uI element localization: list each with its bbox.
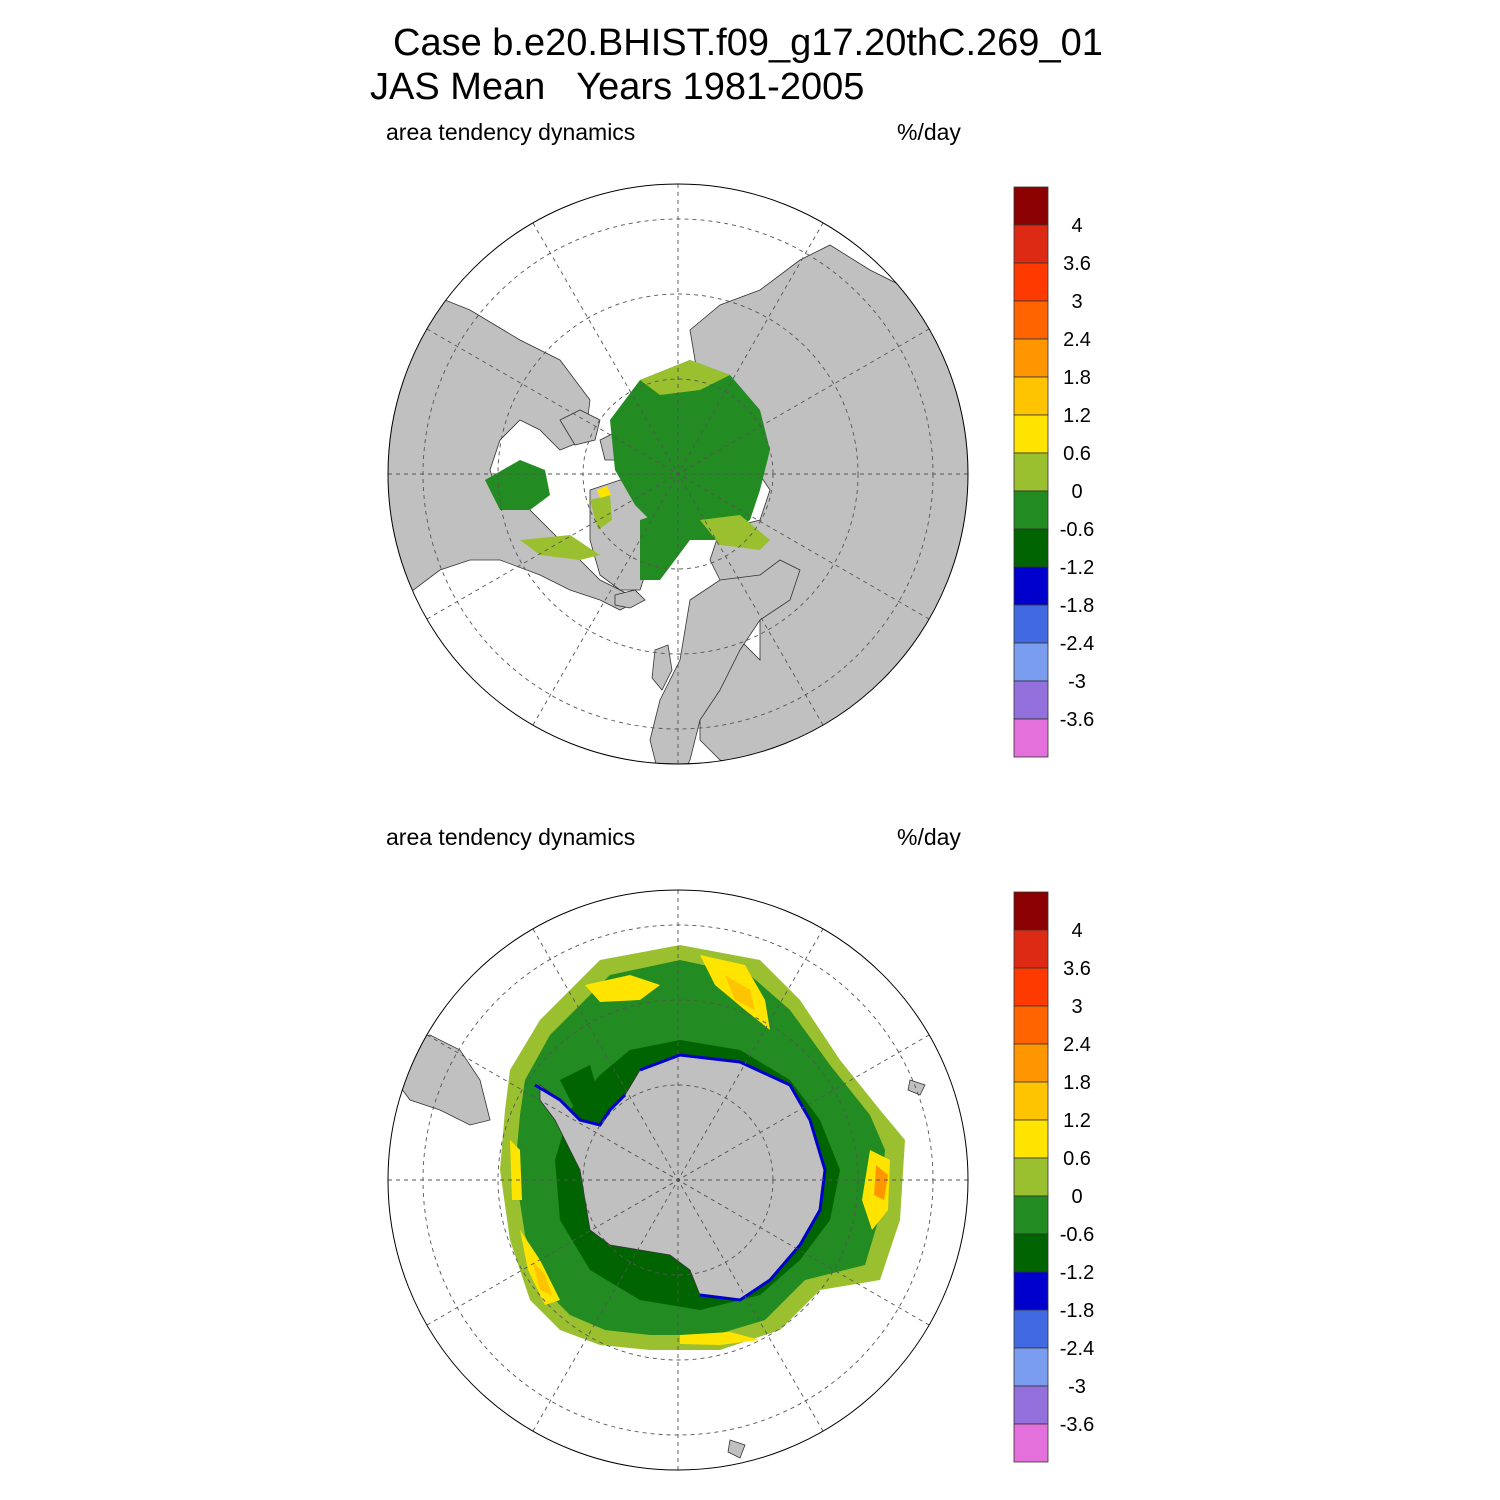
- figure-title-period: JAS Mean Years 1981-2005: [370, 66, 865, 108]
- north-colorbar: 4 3.6 3 2.4 1.8 1.2 0.6 0 -0.6 -1.2 -1.8 -2.4 -3 -3.6: [1013, 186, 1094, 758]
- north-colorbar-label: 1.8: [1063, 367, 1091, 389]
- south-coastal-negative-fringe: [639, 1053, 827, 1302]
- south-colorbar-swatch: [1013, 1043, 1049, 1083]
- north-colorbar-label: 4: [1071, 215, 1082, 237]
- south-variable-label: area tendency dynamics: [386, 824, 636, 850]
- south-polar-map: [387, 889, 969, 1471]
- north-colorbar-swatch: [1013, 414, 1049, 454]
- north-colorbar-swatch: [1013, 262, 1049, 302]
- south-colorbar-swatch: [1013, 1195, 1049, 1235]
- north-colorbar-label: -2.4: [1060, 633, 1094, 655]
- north-colorbar-swatch: [1013, 300, 1049, 340]
- north-variable-label: area tendency dynamics: [386, 119, 636, 145]
- south-colorbar-label: -2.4: [1060, 1338, 1094, 1360]
- south-colorbar-label: 3.6: [1063, 958, 1091, 980]
- north-colorbar-label: -1.8: [1060, 595, 1094, 617]
- south-colorbar-swatch: [1013, 1385, 1049, 1425]
- south-land: [394, 1034, 926, 1459]
- north-colorbar-label: 3: [1071, 291, 1082, 313]
- south-colorbar-label: 0.6: [1063, 1148, 1091, 1170]
- south-colorbar-swatch: [1013, 1119, 1049, 1159]
- north-colorbar-swatch: [1013, 338, 1049, 378]
- north-units-label: %/day: [897, 119, 961, 145]
- north-colorbar-swatch: [1013, 490, 1049, 530]
- south-colorbar-label: -1.2: [1060, 1262, 1094, 1284]
- south-colorbar-label: 4: [1071, 920, 1082, 942]
- south-colorbar-swatch: [1013, 1423, 1049, 1463]
- north-colorbar-label: 0.6: [1063, 443, 1091, 465]
- north-colorbar-label: 0: [1071, 481, 1082, 503]
- north-colorbar-swatch: [1013, 452, 1049, 492]
- south-colorbar-swatch: [1013, 1347, 1049, 1387]
- north-colorbar-label: 3.6: [1063, 253, 1091, 275]
- south-colorbar-swatch: [1013, 929, 1049, 969]
- south-colorbar-label: -0.6: [1060, 1224, 1094, 1246]
- south-colorbar-label: 3: [1071, 996, 1082, 1018]
- north-colorbar-label: -3: [1068, 671, 1086, 693]
- north-colorbar-swatch: [1013, 718, 1049, 758]
- north-colorbar-swatch: [1013, 528, 1049, 568]
- north-graticule: [388, 184, 968, 764]
- south-graticule: [388, 890, 968, 1470]
- figure-title-case: Case b.e20.BHIST.f09_g17.20thC.269_01: [393, 22, 1103, 64]
- south-colorbar-swatch: [1013, 1271, 1049, 1311]
- north-colorbar-swatch: [1013, 680, 1049, 720]
- south-colorbar-label: -3: [1068, 1376, 1086, 1398]
- south-colorbar-label: -3.6: [1060, 1414, 1094, 1436]
- south-colorbar-swatch: [1013, 891, 1049, 931]
- south-colorbar-swatch: [1013, 1157, 1049, 1197]
- south-colorbar: 4 3.6 3 2.4 1.8 1.2 0.6 0 -0.6 -1.2 -1.8 -2.4 -3 -3.6: [1013, 891, 1094, 1463]
- south-colorbar-label: 1.2: [1063, 1110, 1091, 1132]
- south-colorbar-swatch: [1013, 967, 1049, 1007]
- north-colorbar-swatch: [1013, 566, 1049, 606]
- north-colorbar-swatch: [1013, 642, 1049, 682]
- north-colorbar-label: -1.2: [1060, 557, 1094, 579]
- north-polar-map: [387, 183, 969, 765]
- south-colorbar-swatch: [1013, 1309, 1049, 1349]
- north-colorbar-swatch: [1013, 186, 1049, 226]
- north-colorbar-label: 1.2: [1063, 405, 1091, 427]
- south-units-label: %/day: [897, 824, 961, 850]
- north-colorbar-swatch: [1013, 376, 1049, 416]
- south-colorbar-swatch: [1013, 1005, 1049, 1045]
- south-colorbar-label: -1.8: [1060, 1300, 1094, 1322]
- south-colorbar-swatch: [1013, 1081, 1049, 1121]
- north-map-border: [387, 183, 969, 765]
- south-map-border: [387, 889, 969, 1471]
- north-colorbar-swatch: [1013, 224, 1049, 264]
- south-colorbar-label: 1.8: [1063, 1072, 1091, 1094]
- north-colorbar-label: -0.6: [1060, 519, 1094, 541]
- north-colorbar-label: -3.6: [1060, 709, 1094, 731]
- north-sea-ice: [485, 360, 770, 580]
- north-colorbar-label: 2.4: [1063, 329, 1091, 351]
- south-colorbar-swatch: [1013, 1233, 1049, 1273]
- south-colorbar-label: 0: [1071, 1186, 1082, 1208]
- south-colorbar-label: 2.4: [1063, 1034, 1091, 1056]
- north-colorbar-swatch: [1013, 604, 1049, 644]
- south-peninsula-fringe: [534, 1083, 627, 1127]
